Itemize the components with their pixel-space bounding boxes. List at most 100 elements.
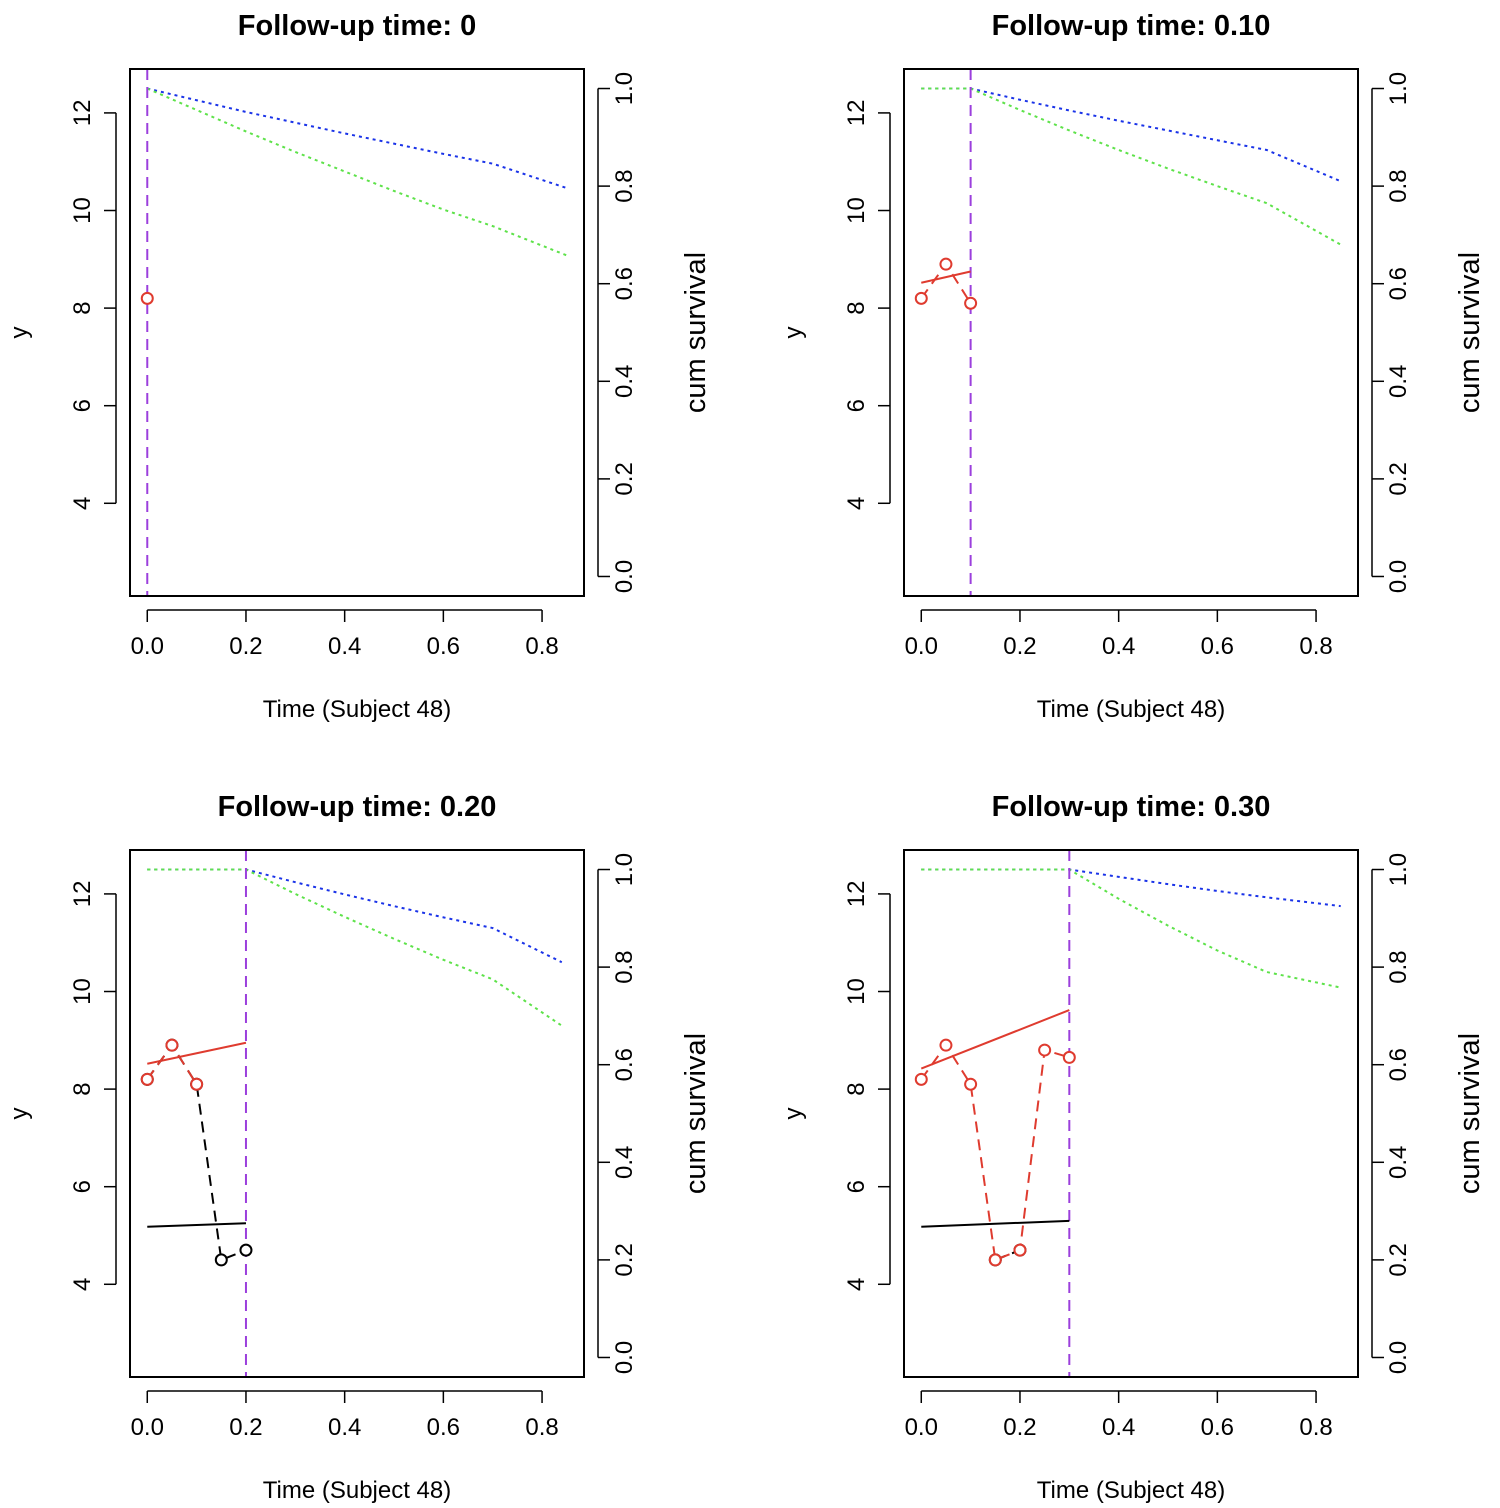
x-tick-label: 0.4 xyxy=(1102,633,1135,660)
observed-censored-point xyxy=(214,1253,228,1267)
observed-event-line xyxy=(920,1043,1070,1262)
y-right-tick-label: 0.6 xyxy=(611,1048,638,1081)
x-tick-label: 0.4 xyxy=(1102,1414,1135,1441)
observed-event-point xyxy=(140,291,154,305)
y-tick-label: 12 xyxy=(69,881,96,908)
x-tick-label: 0.0 xyxy=(131,633,164,660)
y-tick-label: 6 xyxy=(69,399,96,412)
y-tick-label: 10 xyxy=(69,978,96,1005)
survival-lower-line xyxy=(146,87,568,257)
y-tick-label: 10 xyxy=(843,978,870,1005)
x-tick-label: 0.6 xyxy=(427,633,460,660)
x-tick-label: 0.2 xyxy=(229,633,262,660)
y-right-tick-label: 0.4 xyxy=(611,365,638,398)
survival-upper-line xyxy=(147,87,568,190)
y-right-tick-label: 0.4 xyxy=(1385,1146,1412,1179)
x-tick-label: 0.4 xyxy=(328,1414,361,1441)
y-right-axis-label: cum survival xyxy=(1454,1033,1486,1194)
fit-event-line xyxy=(920,1009,1070,1070)
y-right-tick-label: 1.0 xyxy=(611,853,638,886)
y-tick-label: 4 xyxy=(843,497,870,510)
y-tick-label: 8 xyxy=(843,301,870,314)
observed-event-point xyxy=(165,1038,179,1052)
y-tick-label: 6 xyxy=(69,1180,96,1193)
x-tick-label: 0.0 xyxy=(131,1414,164,1441)
survival-lower-line xyxy=(147,868,563,1027)
panel-2: Follow-up time: 0.10 0.0 0.2 0.4 0.6 0.8 Time … xyxy=(780,10,1486,723)
y-tick-label: 8 xyxy=(69,1082,96,1095)
chart-title: Follow-up time: 0 xyxy=(238,10,476,42)
x-tick-label: 0.6 xyxy=(1201,633,1234,660)
chart-title: Follow-up time: 0.10 xyxy=(992,10,1271,42)
y-axis-label: y xyxy=(780,327,807,339)
y-right-tick-label: 0.0 xyxy=(1385,1341,1412,1374)
y-right-tick-label: 0.8 xyxy=(611,169,638,202)
panel-1: Follow-up time: 0 0.0 0.2 0.4 0.6 0.8 Time (Su… xyxy=(6,10,712,723)
y-right-tick-label: 0.6 xyxy=(1385,267,1412,300)
y-tick-label: 4 xyxy=(69,1278,96,1291)
y-tick-label: 4 xyxy=(69,497,96,510)
y-right-tick-label: 1.0 xyxy=(1385,853,1412,886)
survival-upper-line xyxy=(147,868,563,964)
observed-event-point xyxy=(1062,1050,1076,1064)
observed-event-point xyxy=(914,291,928,305)
panel-4: Follow-up time: 0.30 0.0 0.2 0.4 0.6 0.8 Time … xyxy=(780,791,1486,1504)
observed-censored-point xyxy=(239,1243,253,1257)
y-axis-label: y xyxy=(6,327,33,339)
chart-title: Follow-up time: 0.30 xyxy=(992,791,1271,823)
y-tick-label: 12 xyxy=(843,881,870,908)
y-right-tick-label: 0.8 xyxy=(1385,950,1412,983)
y-right-tick-label: 1.0 xyxy=(1385,72,1412,105)
observed-event-point xyxy=(140,1072,154,1086)
observed-event-point xyxy=(1013,1243,1027,1257)
survival-lower-line xyxy=(921,868,1341,989)
y-right-tick-label: 0.4 xyxy=(1385,365,1412,398)
plot-area xyxy=(140,69,568,596)
x-tick-label: 0.8 xyxy=(1299,1414,1332,1441)
observed-event-point xyxy=(988,1253,1002,1267)
survival-upper-line xyxy=(921,87,1342,183)
plot-area xyxy=(140,850,563,1377)
chart-title: Follow-up time: 0.20 xyxy=(218,791,497,823)
x-axis-label: Time (Subject 48) xyxy=(1037,696,1226,723)
y-right-tick-label: 0.8 xyxy=(611,950,638,983)
observed-event-point xyxy=(190,1077,204,1091)
x-axis-label: Time (Subject 48) xyxy=(1037,1477,1226,1504)
x-tick-label: 0.6 xyxy=(427,1414,460,1441)
fit-event-line xyxy=(147,1041,247,1065)
survival-lower-line xyxy=(921,87,1342,246)
y-right-tick-label: 0.4 xyxy=(611,1146,638,1179)
x-tick-label: 0.6 xyxy=(1201,1414,1234,1441)
y-tick-label: 8 xyxy=(843,1082,870,1095)
y-tick-label: 10 xyxy=(843,197,870,224)
observed-event-point xyxy=(914,1072,928,1086)
x-tick-label: 0.2 xyxy=(229,1414,262,1441)
fit-censored-line xyxy=(921,1219,1070,1228)
y-right-tick-label: 0.8 xyxy=(1385,169,1412,202)
observed-censored-line xyxy=(146,1043,247,1262)
y-right-tick-label: 1.0 xyxy=(611,72,638,105)
y-right-tick-label: 0.2 xyxy=(611,462,638,495)
plot-frame xyxy=(129,68,585,597)
y-right-tick-label: 0.2 xyxy=(1385,1243,1412,1276)
plot-area xyxy=(914,69,1342,596)
x-tick-label: 0.0 xyxy=(905,1414,938,1441)
x-axis-label: Time (Subject 48) xyxy=(263,696,452,723)
x-tick-label: 0.4 xyxy=(328,633,361,660)
plot-frame xyxy=(129,849,585,1378)
y-axis-label: y xyxy=(780,1108,807,1120)
y-tick-label: 6 xyxy=(843,1180,870,1193)
observed-event-point xyxy=(939,257,953,271)
y-right-tick-label: 0.0 xyxy=(611,560,638,593)
observed-event-point xyxy=(964,1077,978,1091)
x-tick-label: 0.8 xyxy=(1299,633,1332,660)
y-right-tick-label: 0.2 xyxy=(611,1243,638,1276)
y-tick-label: 4 xyxy=(843,1278,870,1291)
y-tick-label: 6 xyxy=(843,399,870,412)
fit-event-line xyxy=(921,270,971,284)
plot-area xyxy=(914,850,1341,1377)
x-tick-label: 0.2 xyxy=(1003,633,1036,660)
x-tick-label: 0.2 xyxy=(1003,1414,1036,1441)
x-tick-label: 0.0 xyxy=(905,633,938,660)
